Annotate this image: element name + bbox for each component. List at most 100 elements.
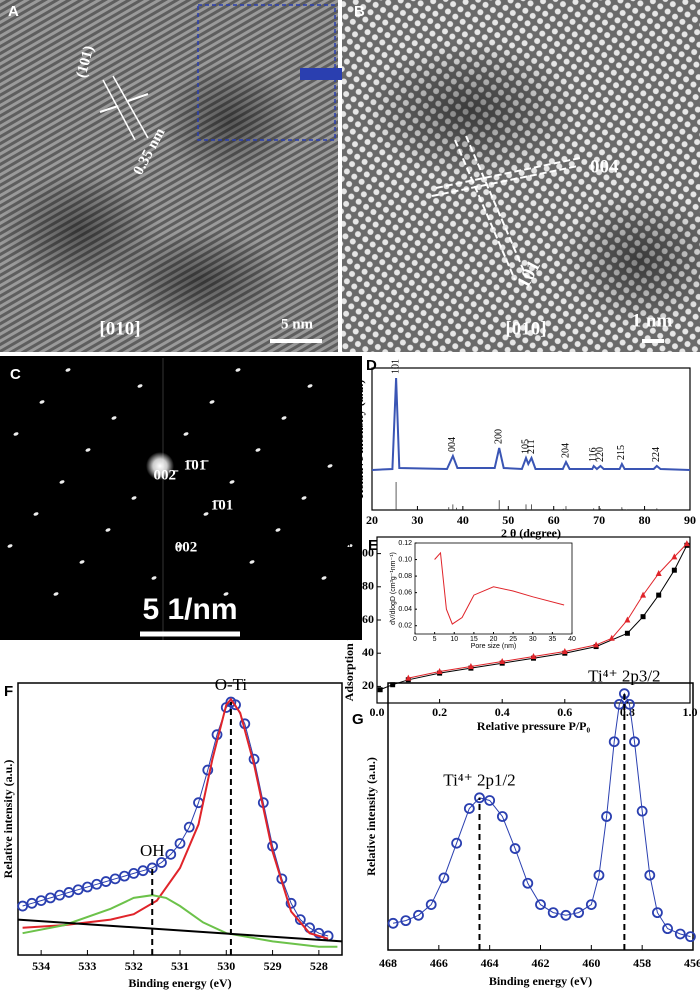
data-point [202,764,214,776]
data-point [45,892,56,904]
x-tick-label: 0.2 [432,705,447,719]
data-point [560,909,572,921]
spot-label: 002̄ [154,467,180,483]
data-point [405,674,412,681]
data-point [390,682,396,688]
x-tick-label: 458 [633,956,651,970]
annotation: O-Ti [215,675,248,694]
series-line [371,377,691,471]
series-line [22,701,329,937]
data-point [119,870,130,882]
data-point [601,811,612,822]
x-axis-label: Binding energy (eV) [128,976,231,990]
annotation: Ti⁴⁺ 2p3/2 [588,667,660,686]
data-point [644,869,656,881]
data-point [530,653,537,660]
diffraction-spot [321,576,327,580]
diffraction-spot [65,368,71,372]
x-tick-label: 30 [529,636,537,643]
data-point [522,877,534,889]
y-tick-label: 80 [362,579,374,593]
peak-label: 204 [560,443,571,458]
diffraction-spot [13,432,19,436]
x-tick-label: 50 [502,513,514,527]
diffraction-spot [223,592,229,596]
x-axis-label: 2 θ (degree) [501,526,561,540]
series-line [22,894,338,948]
diffraction-spot [275,528,281,532]
data-point [535,899,546,911]
data-point [322,930,334,942]
y-tick-label: 0.06 [398,589,412,596]
x-tick-label: 90 [684,513,696,527]
y-axis-label: dV/dlogD (cm³g⁻¹nm⁻¹) [390,552,397,625]
data-point [137,865,149,877]
x-tick-label: 20 [490,636,498,643]
data-point [35,895,47,906]
y-axis-label: Adsorption volume (cm³/g STP) [342,539,356,702]
data-point [683,540,690,547]
x-tick-label: 529 [264,959,282,973]
data-point [593,641,600,648]
data-point [640,614,646,620]
data-point [662,923,673,935]
data-point [54,889,66,901]
panel-letter: D [366,357,377,374]
peak-label: 004 [447,437,458,452]
diffraction-spot [111,416,117,420]
diffraction-spot [53,592,59,596]
data-point [547,907,559,919]
x-tick-label: 20 [366,513,378,527]
x-axis-label: Pore size (nm) [471,643,517,650]
diffraction-spot [105,528,111,532]
x-tick-label: 464 [481,956,499,970]
x-tick-label: 530 [217,959,235,973]
y-tick-label: 40 [362,645,374,659]
x-tick-label: 460 [582,956,600,970]
data-point [608,736,620,748]
data-point [474,792,485,804]
panel-letter: B [354,3,365,20]
x-tick-label: 5 [433,636,437,643]
x-tick-label: 80 [639,513,651,527]
series-line [434,551,565,625]
panel-letter: F [4,683,13,700]
data-point [463,803,475,814]
y-tick-label: 0.02 [398,623,412,630]
tem-panel-a: A (101) 0.35 nm [010] 5 nm [0,0,338,352]
data-point [26,897,38,909]
x-tick-label: 0.0 [370,705,385,719]
y-tick-label: 60 [362,612,374,626]
data-point [685,931,696,943]
panel-letter: C [10,366,21,383]
x-tick-label: 70 [593,513,605,527]
data-point [640,591,647,598]
saed-panel: C 002̄ 1̄01̄ 1̄01 002 5 1/nm [0,356,362,640]
x-tick-label: 531 [171,959,189,973]
x-tick-label: 534 [32,959,50,973]
y-tick-label: 20 [362,678,374,692]
y-axis-label: Relative intensity (a.u.) [364,757,378,876]
tem-panel-b: B 004 101 [010] 1 nm [342,0,700,352]
data-point [436,667,443,674]
series-line [22,697,329,940]
data-point [499,658,506,664]
data-point [82,881,93,893]
data-point [671,553,678,560]
data-point [400,915,412,927]
data-point [413,909,424,921]
x-tick-label: 30 [411,513,423,527]
spot-label: 1̄01̄ [184,457,210,473]
panel-letter: G [352,711,364,728]
y-tick-label: 0.04 [398,606,412,613]
data-point [91,878,103,890]
x-tick-label: 466 [430,956,448,970]
data-point [561,648,568,655]
diffraction-spot [281,416,287,420]
diffraction-spot [177,544,183,548]
diffraction-spot [39,400,45,404]
x-tick-label: 40 [568,636,576,643]
data-point [183,821,195,833]
diffraction-spot [151,576,157,580]
